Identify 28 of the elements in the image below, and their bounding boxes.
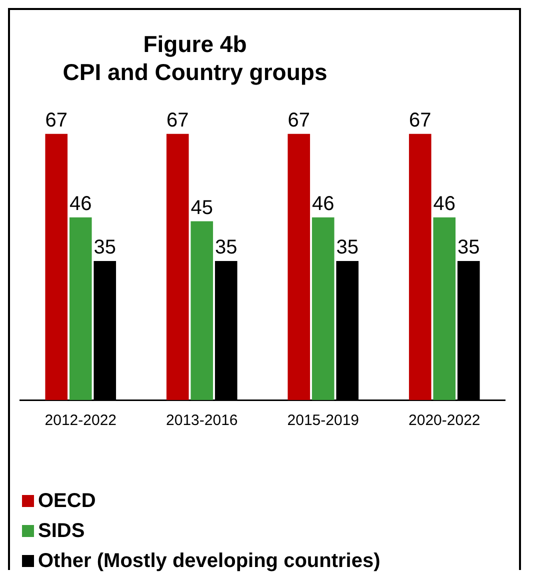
data-label: 46 bbox=[312, 192, 334, 215]
bar bbox=[45, 134, 68, 400]
bar bbox=[408, 134, 432, 400]
data-label: 35 bbox=[458, 236, 480, 259]
legend-label: Other (Mostly developing countries) bbox=[38, 549, 380, 574]
legend-label: SIDS bbox=[38, 519, 85, 544]
legend-label: OECD bbox=[38, 489, 96, 514]
bar bbox=[166, 134, 189, 400]
data-label: 67 bbox=[409, 109, 432, 132]
data-label: 45 bbox=[190, 196, 213, 219]
data-label: 46 bbox=[70, 192, 92, 215]
data-label: 67 bbox=[288, 109, 310, 132]
data-label: 35 bbox=[94, 236, 116, 259]
data-label: 67 bbox=[166, 109, 189, 132]
x-tick-label: 2013-2016 bbox=[166, 412, 238, 430]
data-label: 46 bbox=[433, 192, 456, 215]
data-label: 67 bbox=[45, 109, 68, 132]
bar bbox=[312, 217, 334, 400]
bar bbox=[69, 217, 92, 400]
x-tick-label: 2015-2019 bbox=[287, 412, 359, 430]
x-tick-label: 2020-2022 bbox=[408, 412, 480, 430]
data-label: 35 bbox=[336, 236, 358, 259]
bar bbox=[433, 217, 456, 400]
bar bbox=[288, 134, 310, 400]
data-label: 35 bbox=[215, 236, 238, 259]
x-tick-label: 2012-2022 bbox=[44, 412, 116, 430]
bar bbox=[190, 221, 214, 400]
chart-title: Figure 4b CPI and Country groups bbox=[62, 30, 328, 86]
